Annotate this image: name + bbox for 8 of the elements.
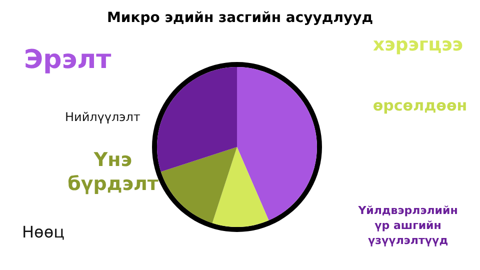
- text: өрсөлдөөн: [372, 96, 468, 114]
- text: хэрэгцээ: [373, 34, 463, 56]
- text: Үнэ бүрдэлт: [68, 149, 158, 195]
- text: Нийлүүлэлт: [65, 110, 140, 124]
- text: Эрэлт: [24, 45, 112, 75]
- text: Үйлдвэрлэлийн үр ашгийн үзүүлэлтүүд: [357, 204, 458, 247]
- chart-title: Микро эдийн засгийн асуудлууд: [106, 10, 374, 26]
- text: Нөөц: [22, 222, 65, 242]
